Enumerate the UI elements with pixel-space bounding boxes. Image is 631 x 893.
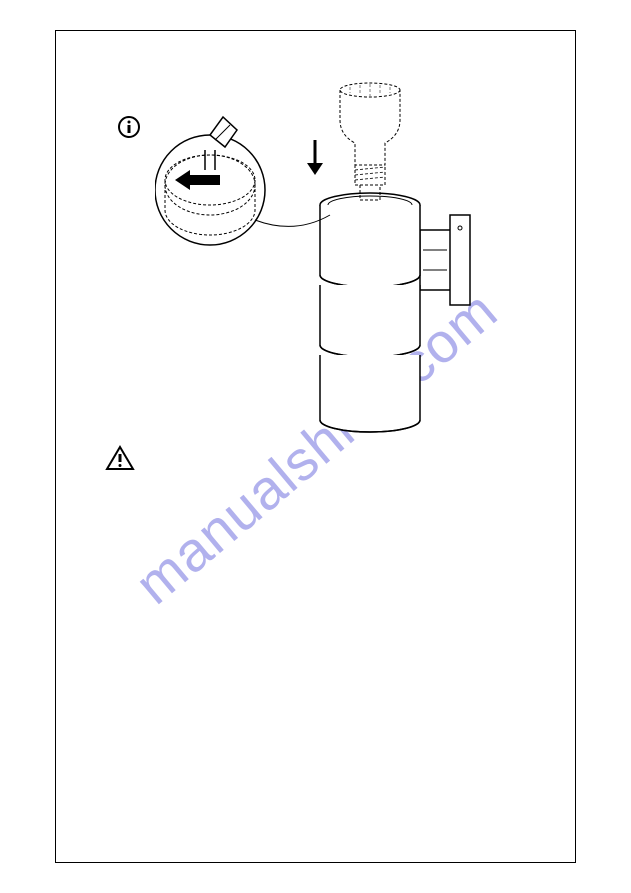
mount-bracket [420,215,470,305]
arrow-down-icon [307,140,323,175]
led-bulb [340,83,400,200]
warning-icon [105,445,135,471]
detail-circle [155,117,330,245]
fixture-cylinder [320,193,420,432]
installation-diagram [155,75,505,445]
info-icon [117,115,141,139]
